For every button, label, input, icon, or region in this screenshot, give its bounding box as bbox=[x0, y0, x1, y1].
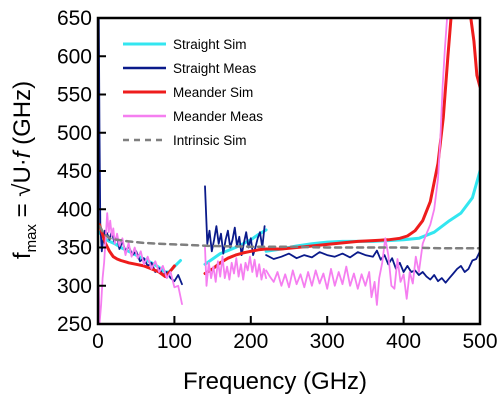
x-tick-label-1: 100 bbox=[157, 330, 192, 353]
series-line-3-segment-1 bbox=[204, 246, 267, 287]
legend-label-3: Meander Meas bbox=[173, 109, 263, 124]
y-tick-label-5: 500 bbox=[57, 122, 92, 145]
y-axis-title-sub: max bbox=[23, 224, 40, 253]
y-tick-label-6: 550 bbox=[57, 84, 92, 107]
y-tick-label-8: 650 bbox=[57, 7, 92, 30]
legend-label-0: Straight Sim bbox=[173, 37, 247, 52]
series-line-3-segment-2 bbox=[265, 18, 448, 306]
series-line-1-segment-2 bbox=[265, 249, 480, 284]
x-tick-label-4: 400 bbox=[386, 330, 421, 353]
y-tick-label-4: 450 bbox=[57, 160, 92, 183]
y-axis-title-eq: = √U· bbox=[9, 158, 36, 224]
y-axis-title-f: f bbox=[9, 252, 36, 259]
y-tick-label-2: 350 bbox=[57, 237, 92, 260]
legend: Straight Sim Straight Meas Meander Sim Mean… bbox=[123, 37, 263, 148]
x-tick-label-3: 300 bbox=[310, 330, 345, 353]
x-axis-title: Frequency (GHz) bbox=[183, 368, 367, 395]
series-line-2-segment-2 bbox=[469, 18, 480, 89]
x-tick-label-2: 200 bbox=[233, 330, 268, 353]
plot-lines bbox=[98, 18, 480, 324]
y-tick-labels: 250 300 350 400 450 500 550 600 650 bbox=[57, 7, 92, 336]
y-tick-label-1: 300 bbox=[57, 275, 92, 298]
axis-ticks bbox=[97, 17, 481, 325]
y-tick-label-3: 400 bbox=[57, 198, 92, 221]
x-tick-labels: 0 100 200 300 400 500 bbox=[92, 330, 497, 353]
y-tick-label-7: 600 bbox=[57, 45, 92, 68]
x-tick-label-0: 0 bbox=[92, 330, 104, 353]
series-line-4-segment-0 bbox=[98, 224, 480, 250]
x-tick-label-5: 500 bbox=[462, 330, 497, 353]
y-tick-label-0: 250 bbox=[57, 313, 92, 336]
series-line-3-segment-0 bbox=[98, 212, 183, 324]
series-line-2-segment-1 bbox=[203, 18, 453, 275]
legend-label-4: Intrinsic Sim bbox=[173, 133, 247, 148]
legend-label-1: Straight Meas bbox=[173, 61, 257, 76]
series-line-1-segment-1 bbox=[204, 185, 266, 256]
legend-label-2: Meander Sim bbox=[173, 85, 253, 100]
y-axis-title-unit: (GHz) bbox=[9, 81, 36, 152]
plot-frame bbox=[96, 16, 482, 326]
y-axis-title-f-italic: f bbox=[9, 149, 36, 158]
y-axis-title: fmax = √U·f (GHz) bbox=[9, 81, 40, 259]
